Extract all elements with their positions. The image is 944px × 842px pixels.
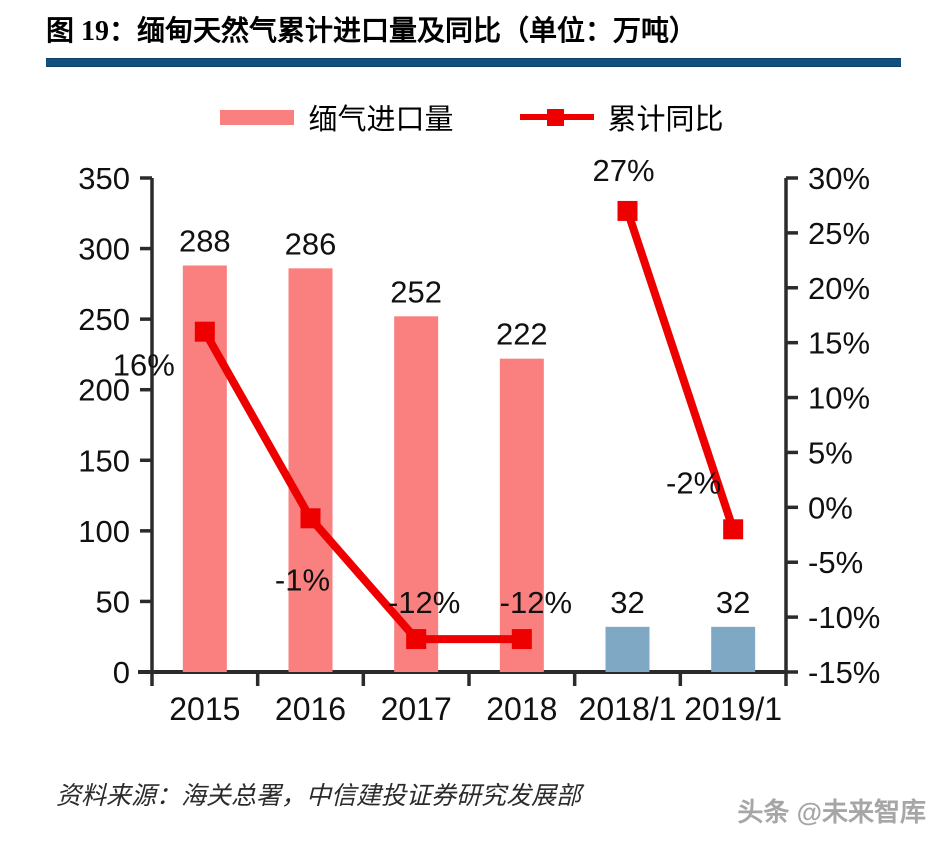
left-axis-tick-label: 50 (96, 584, 130, 619)
title-divider (46, 58, 901, 67)
bar-value-label-2018: 222 (496, 317, 548, 352)
trend-value-label-2015: 16% (113, 348, 175, 383)
trend-marker-2016[interactable] (300, 508, 321, 529)
legend-item-bar[interactable]: 缅气进口量 (220, 96, 454, 138)
left-axis-tick-label: 0 (113, 655, 130, 690)
source-note: 资料来源：海关总署，中信建投证券研究发展部 (56, 783, 582, 810)
right-axis-tick-label: -10% (808, 600, 880, 635)
bar-value-label-2017: 252 (390, 274, 442, 309)
right-axis-tick-label: 20% (808, 271, 870, 306)
x-axis-category-label: 2016 (275, 691, 346, 727)
trend-value-label-2018/1: 27% (592, 153, 654, 188)
right-axis-tick-label: 0% (808, 490, 853, 525)
trend-line-segment (201, 329, 522, 644)
bar-value-label-2015: 288 (179, 224, 231, 259)
trend-marker-2015[interactable] (194, 321, 215, 342)
trend-marker-2018/1[interactable] (617, 200, 638, 221)
left-axis-tick-label: 200 (78, 373, 130, 408)
right-axis-tick-label: -15% (808, 655, 880, 690)
left-axis-tick-label: 300 (78, 232, 130, 267)
bar-2016[interactable] (288, 268, 333, 672)
trend-marker-2019/1[interactable] (723, 519, 744, 540)
bar-value-label-2018/1: 32 (610, 585, 644, 620)
legend-label-bar: 缅气进口量 (308, 104, 454, 136)
bar-value-label-2016: 286 (285, 226, 337, 261)
trend-line-segment (623, 209, 737, 531)
x-axis-category-label: 2018 (486, 691, 557, 727)
legend-line-swatch-icon (519, 108, 594, 126)
bar-2017[interactable] (394, 316, 439, 672)
trend-value-label-2019/1: -2% (666, 465, 721, 500)
trend-marker-2018[interactable] (511, 629, 532, 650)
bar-2018[interactable] (499, 358, 544, 672)
right-axis-tick-label: 15% (808, 326, 870, 361)
x-axis-category-label: 2015 (169, 691, 240, 727)
page-title: 图 19：缅甸天然气累计进口量及同比（单位：万吨） (46, 16, 698, 47)
left-axis-tick-label: 100 (78, 514, 130, 549)
trend-value-label-2018: -12% (500, 585, 572, 620)
title-block: 图 19：缅甸天然气累计进口量及同比（单位：万吨） (46, 12, 906, 67)
legend-item-line[interactable]: 累计同比 (519, 96, 724, 138)
trend-marker-2017[interactable] (406, 629, 427, 650)
watermark: 头条 @未来智库 (737, 797, 926, 827)
chart-legend: 缅气进口量 累计同比 (0, 96, 944, 138)
legend-label-line: 累计同比 (607, 104, 724, 136)
legend-bar-swatch-icon (220, 109, 295, 125)
trend-value-label-2016: -1% (275, 562, 330, 597)
right-axis-tick-label: 25% (808, 216, 870, 251)
x-axis-category-label: 2019/1 (684, 691, 782, 727)
x-axis-category-label: 2017 (381, 691, 452, 727)
left-axis-tick-label: 150 (78, 443, 130, 478)
right-axis-tick-label: 30% (808, 161, 870, 196)
trend-value-label-2017: -12% (388, 585, 460, 620)
bar-2018/1[interactable] (605, 626, 650, 672)
left-axis-tick-label: 350 (78, 161, 130, 196)
right-axis-tick-label: 5% (808, 435, 853, 470)
bar-value-label-2019/1: 32 (716, 585, 750, 620)
bar-2019/1[interactable] (711, 626, 756, 672)
right-axis-tick-label: -5% (808, 545, 863, 580)
left-axis-tick-label: 250 (78, 302, 130, 337)
x-axis-category-label: 2018/1 (579, 691, 677, 727)
right-axis-tick-label: 10% (808, 381, 870, 416)
